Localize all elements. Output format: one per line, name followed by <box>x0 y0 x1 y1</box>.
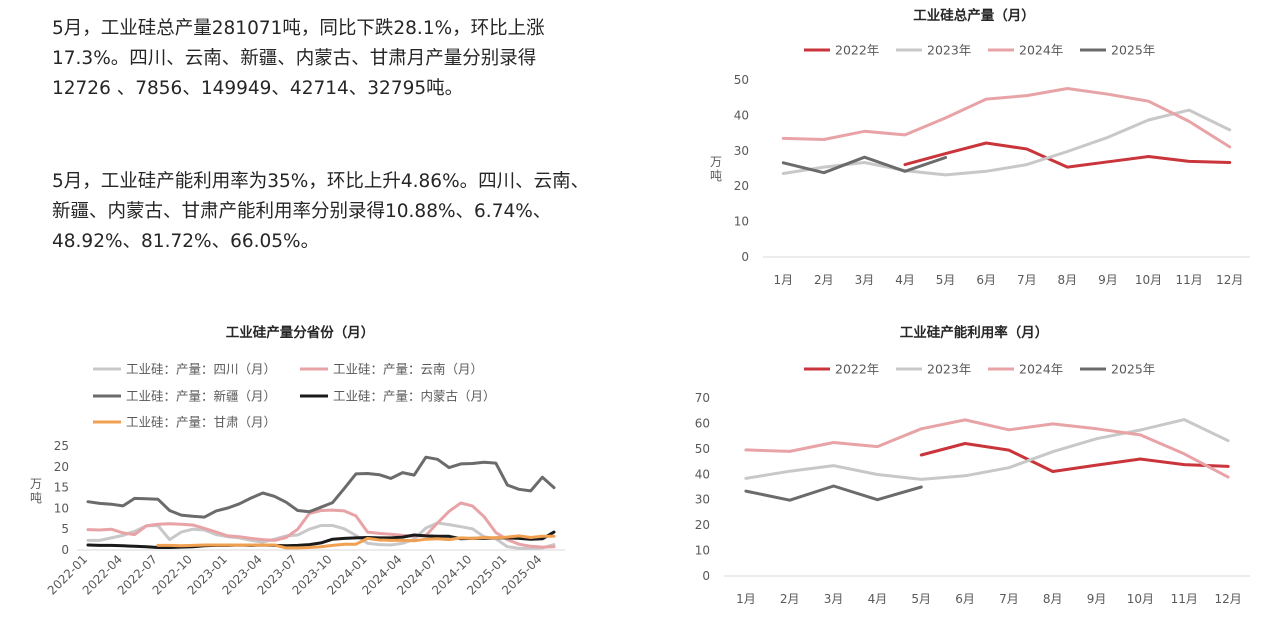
x-tick-label: 4月 <box>868 592 888 606</box>
series-line <box>919 442 1230 473</box>
chart-total-production: 工业硅总产量（月） 2022年 2023年 2024年 2025年 0 10 20 30 40 50… <box>710 7 1250 287</box>
series-line <box>156 534 556 550</box>
x-tick-label: 6月 <box>976 273 996 287</box>
x-tick-label: 12月 <box>1216 273 1243 287</box>
y-tick-label: 25 <box>54 439 69 453</box>
legend-label: 2025年 <box>1111 362 1155 377</box>
y-tick-label: 10 <box>695 544 710 558</box>
chart-capacity-utilization: 工业硅产能利用率（月） 2022年 2023年 2024年 2025年 0 10 20 30 40… <box>695 324 1250 606</box>
y-axis-label-char: 万 <box>710 155 722 169</box>
y-tick-label: 30 <box>695 493 710 507</box>
x-tick-label: 9月 <box>1098 273 1118 287</box>
series-line <box>781 108 1232 177</box>
x-tick-label: 3月 <box>855 273 875 287</box>
legend-label: 2024年 <box>1019 362 1063 377</box>
legend-label: 工业硅：产量：内蒙古（月） <box>333 389 496 404</box>
legend-label: 工业硅：产量：新疆（月） <box>126 389 276 404</box>
x-tick-label: 5月 <box>911 592 931 606</box>
legend-label: 2025年 <box>1111 43 1155 58</box>
legend-label: 工业硅：产量：甘肃（月） <box>126 415 276 430</box>
x-tick-label: 10月 <box>1135 273 1162 287</box>
legend-label: 2024年 <box>1019 43 1063 58</box>
y-axis-label-char: 吨 <box>710 169 722 183</box>
y-tick-label: 40 <box>695 467 710 481</box>
x-tick-label: 3月 <box>824 592 844 606</box>
y-tick-label: 15 <box>54 481 69 495</box>
x-tick-label: 8月 <box>1043 592 1063 606</box>
series-line <box>744 418 1230 481</box>
x-tick-label: 11月 <box>1171 592 1198 606</box>
summary-paragraph-utilization: 5月，工业硅产能利用率为35%，环比上升4.86%。四川、云南、新疆、内蒙古、甘… <box>52 171 590 252</box>
legend-label: 2023年 <box>927 43 971 58</box>
y-axis-label-char: 吨 <box>30 491 42 505</box>
y-tick-label: 70 <box>695 391 710 405</box>
x-tick-label: 11月 <box>1175 273 1202 287</box>
y-tick-label: 40 <box>734 108 749 122</box>
chart-title: 工业硅产能利用率（月） <box>900 324 1049 341</box>
x-tick-label: 5月 <box>936 273 956 287</box>
x-tick-label: 7月 <box>999 592 1019 606</box>
y-tick-label: 20 <box>695 518 710 532</box>
x-tick-label: 6月 <box>955 592 975 606</box>
y-tick-label: 50 <box>734 73 749 87</box>
y-tick-label: 0 <box>741 250 749 264</box>
y-tick-label: 30 <box>734 144 749 158</box>
y-tick-label: 0 <box>702 569 710 583</box>
series-line <box>86 501 556 549</box>
series-line <box>744 484 923 502</box>
y-tick-label: 60 <box>695 416 710 430</box>
x-tick-label: 7月 <box>1017 273 1037 287</box>
y-axis-label-char: 万 <box>30 477 42 491</box>
x-tick-label: 9月 <box>1087 592 1107 606</box>
y-tick-label: 20 <box>54 460 69 474</box>
legend-label: 2023年 <box>927 362 971 377</box>
x-tick-label: 8月 <box>1058 273 1078 287</box>
series-line <box>744 418 1230 479</box>
y-tick-label: 10 <box>54 501 69 515</box>
legend-label: 2022年 <box>835 362 879 377</box>
x-tick-label: 10月 <box>1127 592 1154 606</box>
legend-label: 2022年 <box>835 43 879 58</box>
y-tick-label: 0 <box>61 543 69 557</box>
y-tick-label: 50 <box>695 442 710 456</box>
summary-paragraph-production: 5月，工业硅总产量281071吨，同比下跌28.1%，环比上涨17.3%。四川、… <box>52 18 545 99</box>
x-tick-label: 4月 <box>895 273 915 287</box>
y-tick-label: 10 <box>734 215 749 229</box>
x-tick-label: 2月 <box>814 273 834 287</box>
x-tick-label: 12月 <box>1214 592 1241 606</box>
x-tick-label: 1月 <box>773 273 793 287</box>
y-tick-label: 20 <box>734 179 749 193</box>
series-line <box>781 155 948 175</box>
y-tick-label: 5 <box>61 522 69 536</box>
legend-label: 工业硅：产量：云南（月） <box>333 362 483 377</box>
series-line <box>903 141 1232 169</box>
chart-title: 工业硅产量分省份（月） <box>226 324 375 341</box>
series-line <box>86 521 556 550</box>
x-tick-label: 1月 <box>736 592 756 606</box>
series-line <box>781 87 1232 149</box>
chart-province-production: 工业硅产量分省份（月） 工业硅：产量：四川（月） 工业硅：产量：云南（月） 工业硅：产… <box>30 324 565 598</box>
legend-label: 工业硅：产量：四川（月） <box>126 362 276 377</box>
series-line <box>86 455 556 519</box>
chart-title: 工业硅总产量（月） <box>913 7 1035 24</box>
x-tick-label: 2月 <box>780 592 800 606</box>
